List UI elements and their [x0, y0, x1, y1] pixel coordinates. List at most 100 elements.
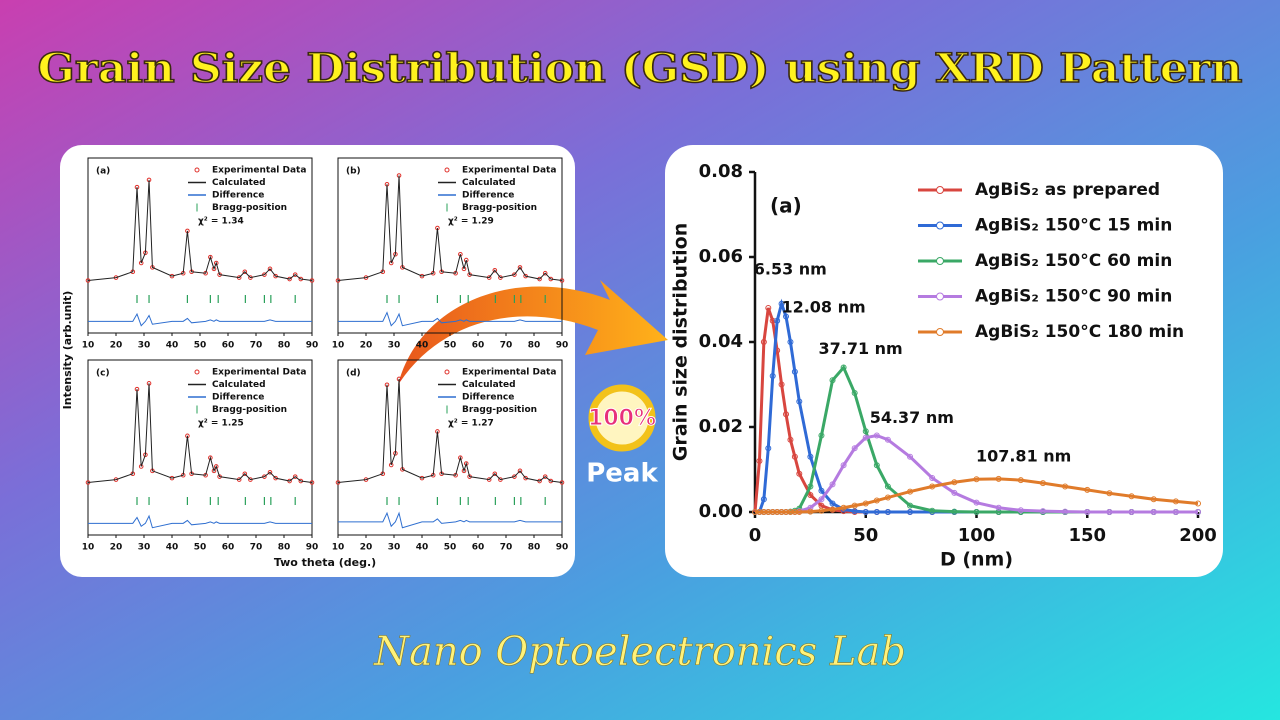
legend-label: AgBiS₂ 150°C 180 min [975, 322, 1184, 342]
peak-label: 6.53 nm [754, 260, 827, 279]
series-line [87, 383, 313, 483]
legend-label: Difference [212, 191, 264, 201]
data-point [267, 469, 273, 475]
data-point [769, 317, 776, 324]
legend-label: Difference [462, 393, 514, 403]
data-point [873, 497, 880, 504]
data-point [884, 436, 891, 443]
data-point [774, 509, 781, 515]
legend-label: Experimental Data [212, 166, 306, 176]
data-point [840, 462, 847, 469]
legend-label: Bragg-position [462, 203, 537, 213]
data-point [760, 509, 767, 515]
legend-swatch [936, 186, 944, 194]
legend-swatch [194, 369, 200, 375]
peak-label: 54.37 nm [870, 408, 954, 427]
data-point [1172, 498, 1179, 505]
x-tick-label: 70 [500, 341, 513, 351]
x-tick-label: 90 [556, 341, 569, 351]
peak-label: 37.71 nm [818, 339, 902, 358]
data-point [292, 272, 298, 277]
data-point [1084, 486, 1091, 493]
data-point [807, 508, 814, 515]
data-point [765, 445, 772, 452]
x-tick-label: 60 [472, 543, 485, 553]
data-point [1084, 509, 1091, 515]
data-point [995, 504, 1002, 511]
x-axis-label: D (nm) [940, 549, 1013, 571]
annotation: χ² = 1.29 [448, 217, 494, 227]
annotation: χ² = 1.27 [448, 419, 494, 429]
data-point [884, 509, 891, 515]
data-point [1106, 490, 1113, 497]
data-point [907, 502, 914, 509]
panel-label: (a) [96, 167, 110, 177]
x-tick-label: 70 [250, 341, 263, 351]
x-tick-label: 60 [472, 341, 485, 351]
badge-ring [588, 384, 656, 452]
x-tick-label: 30 [138, 543, 151, 553]
badge-text: 100% [588, 406, 656, 431]
data-point [778, 300, 785, 307]
data-point [862, 509, 869, 515]
data-point [973, 499, 980, 506]
data-point [787, 339, 794, 345]
data-point [267, 266, 273, 272]
data-point [213, 464, 219, 469]
x-tick-label: 10 [332, 341, 345, 351]
data-point [951, 508, 958, 515]
data-point [791, 509, 798, 515]
legend-label: Bragg-position [212, 203, 287, 213]
data-point [1039, 480, 1046, 487]
x-tick-label: 90 [556, 543, 569, 553]
data-point [929, 507, 936, 514]
data-point [851, 502, 858, 509]
data-point [760, 339, 767, 345]
y-axis-label: Intensity (arb.unit) [61, 291, 74, 410]
data-point [517, 468, 523, 474]
data-point [1150, 509, 1157, 515]
data-point [1195, 500, 1201, 507]
y-tick-label: 0.04 [699, 331, 743, 352]
data-point [517, 265, 523, 270]
data-point [929, 475, 936, 481]
data-point [242, 471, 248, 477]
annotation: χ² = 1.25 [198, 419, 244, 429]
data-point [851, 508, 858, 515]
data-point [778, 381, 785, 388]
data-point [1017, 507, 1024, 514]
data-point [1128, 509, 1135, 515]
legend-label: Experimental Data [212, 368, 306, 378]
data-point [1106, 509, 1113, 515]
data-point [807, 453, 814, 460]
data-point [1017, 477, 1024, 484]
data-point [796, 509, 803, 515]
y-tick-label: 0.06 [699, 246, 743, 267]
panel-label: (d) [346, 369, 361, 379]
legend-label: Bragg-position [462, 405, 537, 415]
data-point [929, 483, 936, 490]
data-point [769, 509, 776, 515]
y-tick-label: 0.02 [699, 416, 743, 437]
data-point [791, 368, 798, 375]
legend-label: Calculated [462, 178, 516, 188]
series-line [337, 378, 563, 483]
legend-swatch [936, 292, 944, 301]
x-tick-label: 30 [388, 341, 401, 351]
page-title: Grain Size Distribution (GSD) using XRD … [38, 45, 1243, 92]
data-point [907, 453, 914, 460]
panel-label: (b) [346, 167, 361, 177]
legend-label: Difference [462, 191, 514, 201]
data-point [542, 270, 548, 276]
data-point [873, 509, 880, 515]
peak-label: 12.08 nm [781, 297, 865, 316]
x-tick-label: 70 [250, 543, 263, 553]
x-tick-label: 40 [416, 543, 429, 553]
legend-label: Calculated [212, 178, 266, 188]
series-line [338, 311, 562, 327]
data-point [769, 373, 776, 379]
data-point [840, 364, 847, 371]
data-point [1128, 493, 1135, 500]
data-point [862, 428, 869, 435]
